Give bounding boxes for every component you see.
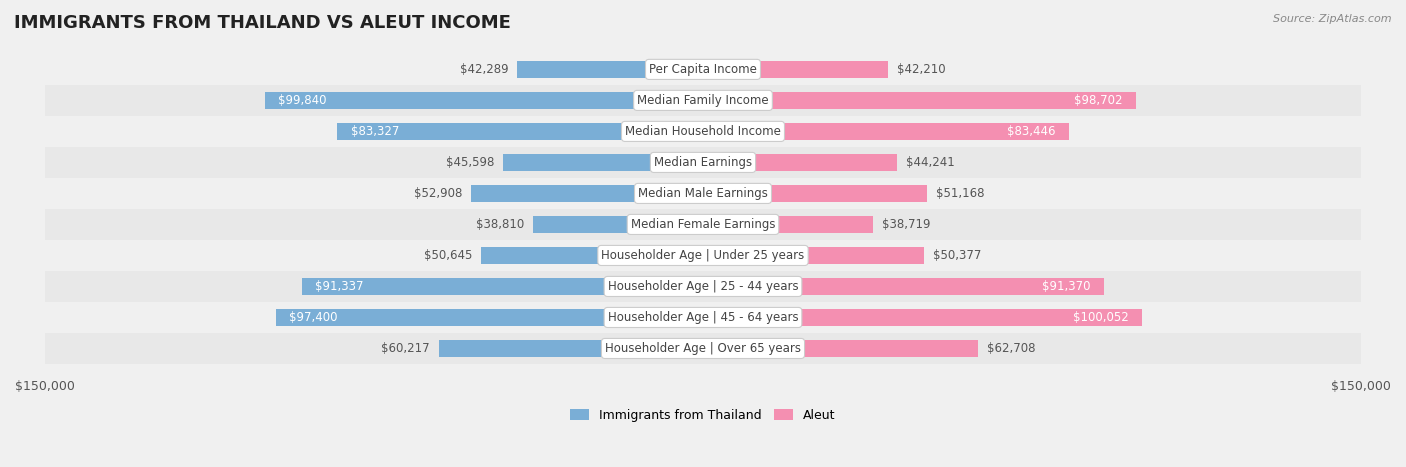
Bar [45,302,1361,333]
Text: $97,400: $97,400 [288,311,337,324]
Text: $100,052: $100,052 [1073,311,1129,324]
Bar [45,54,1361,85]
Bar [703,92,1136,109]
Text: $83,327: $83,327 [350,125,399,138]
Bar [439,340,703,357]
Legend: Immigrants from Thailand, Aleut: Immigrants from Thailand, Aleut [571,409,835,422]
Text: Householder Age | Over 65 years: Householder Age | Over 65 years [605,342,801,355]
Text: $42,289: $42,289 [460,63,509,76]
Bar [517,61,703,78]
Text: IMMIGRANTS FROM THAILAND VS ALEUT INCOME: IMMIGRANTS FROM THAILAND VS ALEUT INCOME [14,14,510,32]
Bar [703,278,1104,295]
Text: Per Capita Income: Per Capita Income [650,63,756,76]
Text: $99,840: $99,840 [278,94,326,107]
Bar [302,278,703,295]
Text: $52,908: $52,908 [413,187,463,200]
Text: $83,446: $83,446 [1008,125,1056,138]
Bar [264,92,703,109]
Text: Median Earnings: Median Earnings [654,156,752,169]
Bar [703,154,897,171]
Bar [533,216,703,233]
Bar [703,123,1069,140]
Bar [703,216,873,233]
Bar [45,116,1361,147]
Text: $98,702: $98,702 [1074,94,1123,107]
Text: Householder Age | Under 25 years: Householder Age | Under 25 years [602,249,804,262]
Text: $42,210: $42,210 [897,63,946,76]
Bar [45,240,1361,271]
Bar [276,309,703,326]
Bar [703,61,889,78]
Bar [703,185,928,202]
Text: Median Male Earnings: Median Male Earnings [638,187,768,200]
Text: $91,370: $91,370 [1042,280,1091,293]
Bar [703,247,924,264]
Bar [703,340,979,357]
Bar [45,271,1361,302]
Text: $91,337: $91,337 [315,280,364,293]
Text: Householder Age | 45 - 64 years: Householder Age | 45 - 64 years [607,311,799,324]
Text: $51,168: $51,168 [936,187,984,200]
Text: $50,377: $50,377 [932,249,981,262]
Text: Median Family Income: Median Family Income [637,94,769,107]
Bar [45,147,1361,178]
Text: $44,241: $44,241 [905,156,955,169]
Bar [481,247,703,264]
Text: Householder Age | 25 - 44 years: Householder Age | 25 - 44 years [607,280,799,293]
Bar [703,309,1142,326]
Text: $45,598: $45,598 [446,156,494,169]
Text: Median Female Earnings: Median Female Earnings [631,218,775,231]
Text: $38,810: $38,810 [475,218,524,231]
Text: $60,217: $60,217 [381,342,430,355]
Bar [45,333,1361,364]
Bar [45,209,1361,240]
Text: Median Household Income: Median Household Income [626,125,780,138]
Text: Source: ZipAtlas.com: Source: ZipAtlas.com [1274,14,1392,24]
Bar [45,85,1361,116]
Text: $38,719: $38,719 [882,218,931,231]
Bar [337,123,703,140]
Bar [471,185,703,202]
Bar [503,154,703,171]
Bar [45,178,1361,209]
Text: $50,645: $50,645 [423,249,472,262]
Text: $62,708: $62,708 [987,342,1035,355]
